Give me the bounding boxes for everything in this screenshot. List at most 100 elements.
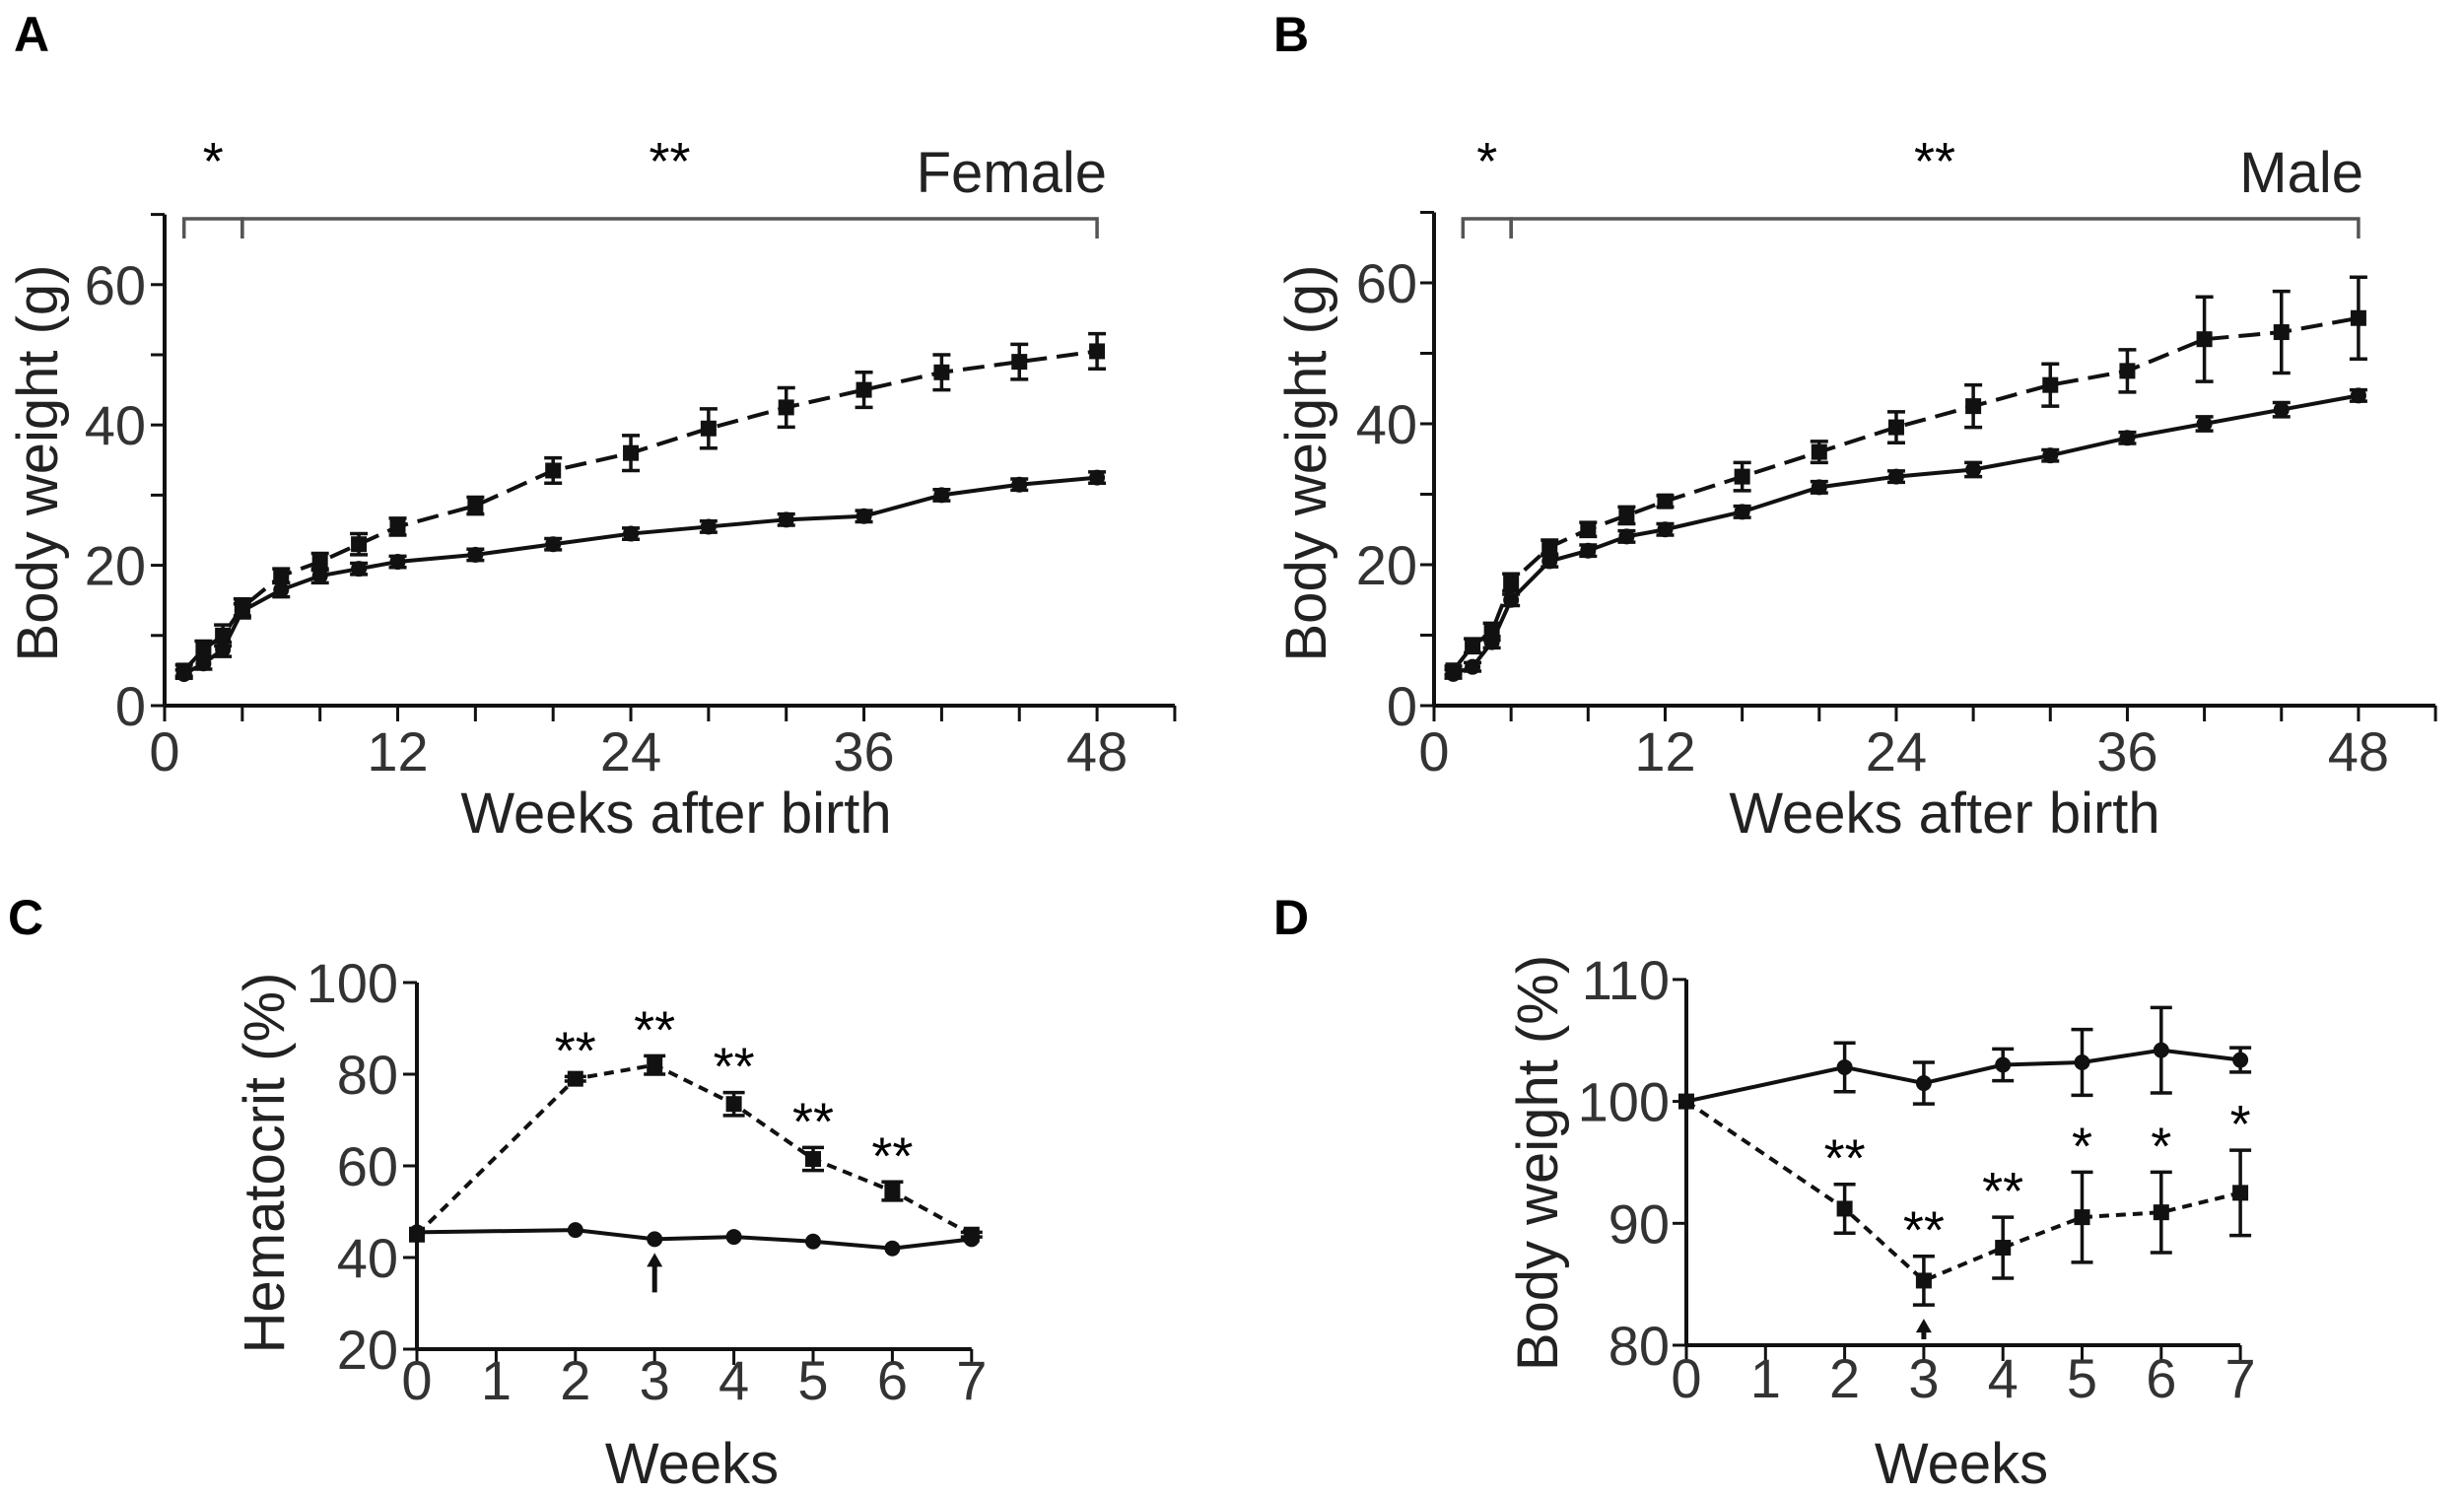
significance-marker: **: [1982, 1162, 2023, 1221]
data-point-square: [1678, 1093, 1694, 1110]
data-point-circle: [2350, 387, 2366, 404]
y-tick-label: 110: [1582, 949, 1670, 1011]
series-solid: [174, 469, 1107, 682]
x-tick-label: 3: [640, 1349, 670, 1411]
data-point-square: [1580, 521, 1597, 538]
data-point-circle: [2232, 1052, 2249, 1068]
data-point-square: [311, 554, 328, 571]
y-tick-label: 80: [1608, 1315, 1670, 1377]
data-point-square: [2350, 309, 2366, 326]
data-point-circle: [1089, 469, 1106, 486]
x-tick-label: 2: [560, 1349, 590, 1411]
y-tick-label: 60: [1356, 252, 1417, 314]
x-tick-label: 6: [877, 1349, 908, 1411]
data-point-square: [805, 1151, 821, 1168]
data-point-circle: [311, 568, 328, 584]
data-point-square: [725, 1096, 742, 1113]
panel-label: B: [1273, 7, 1309, 62]
y-tick-label: 90: [1608, 1192, 1670, 1255]
y-tick-label: 80: [337, 1044, 398, 1106]
y-tick-label: 100: [1578, 1071, 1670, 1133]
series-solid: [1444, 387, 2367, 682]
data-point-circle: [1445, 665, 1462, 682]
data-point-circle: [1811, 479, 1827, 496]
x-axis-title: Weeks after birth: [1729, 782, 2159, 846]
data-point-square: [351, 536, 368, 553]
significance-marker: **: [555, 1021, 596, 1080]
data-point-circle: [467, 546, 484, 563]
data-point-square: [1915, 1272, 1932, 1289]
data-point-circle: [409, 1224, 425, 1241]
x-tick-label: 0: [401, 1349, 432, 1411]
data-point-circle: [1887, 468, 1904, 485]
x-tick-label: 5: [797, 1349, 828, 1411]
sex-label: Female: [917, 141, 1107, 205]
series-dashed: [1678, 1093, 2252, 1307]
y-axis-title: Body weight (g): [6, 265, 70, 662]
data-point-circle: [2042, 447, 2059, 464]
panel-label: A: [14, 7, 49, 62]
data-point-square: [2232, 1185, 2249, 1201]
data-point-square: [2153, 1204, 2169, 1221]
y-tick-label: 20: [85, 535, 146, 597]
data-point-circle: [1618, 528, 1635, 545]
data-point-circle: [1965, 461, 1982, 478]
data-point-square: [1887, 419, 1904, 436]
data-point-circle: [1915, 1075, 1932, 1092]
significance-marker: **: [1903, 1201, 1945, 1260]
x-tick-label: 4: [1988, 1347, 2019, 1409]
data-point-circle: [2153, 1042, 2169, 1058]
x-tick-label: 36: [2096, 720, 2157, 782]
data-point-square: [467, 498, 484, 514]
y-tick-label: 40: [337, 1227, 398, 1289]
x-tick-label: 0: [149, 720, 179, 782]
data-point-circle: [2273, 401, 2290, 418]
data-point-circle: [1465, 658, 1481, 675]
y-tick-label: 0: [115, 675, 146, 737]
y-axis-title: Body weight (%): [1506, 955, 1570, 1371]
data-point-square: [884, 1183, 901, 1199]
data-point-square: [1657, 493, 1674, 510]
data-point-square: [2273, 324, 2290, 341]
significance-marker: **: [649, 132, 690, 191]
data-point-circle: [1503, 591, 1520, 608]
data-point-square: [700, 420, 717, 437]
significance-bracket: [1509, 217, 2361, 238]
data-point-circle: [1657, 521, 1674, 538]
series-dashed: [1444, 275, 2367, 679]
x-axis-title: Weeks: [1875, 1432, 2048, 1496]
x-tick-label: 12: [1634, 720, 1695, 782]
data-point-circle: [963, 1231, 980, 1248]
data-point-circle: [545, 536, 562, 553]
significance-marker: *: [2072, 1117, 2092, 1176]
data-point-circle: [1483, 634, 1500, 650]
x-tick-label: 36: [833, 720, 894, 782]
significance-marker: *: [1476, 132, 1497, 191]
significance-marker: **: [714, 1038, 755, 1097]
x-tick-label: 5: [2067, 1347, 2097, 1409]
significance-marker: *: [2151, 1117, 2171, 1176]
arrow-icon: [647, 1253, 663, 1267]
data-point-square: [2196, 331, 2213, 348]
x-tick-label: 6: [2146, 1347, 2176, 1409]
x-axis-title: Weeks: [605, 1432, 779, 1496]
data-point-circle: [195, 655, 212, 672]
data-point-square: [856, 381, 872, 398]
data-point-circle: [175, 665, 192, 682]
x-tick-label: 24: [600, 720, 661, 782]
data-point-circle: [2196, 416, 2213, 432]
x-tick-label: 1: [481, 1349, 512, 1411]
data-point-square: [1465, 638, 1481, 654]
panel-d: D 0 1 2 3 4 5 6 7 80 90 100 110 Weeks Body weight (%) *…: [1273, 890, 2256, 1496]
data-point-square: [389, 518, 406, 535]
data-point-square: [273, 568, 290, 584]
x-tick-label: 4: [719, 1349, 749, 1411]
y-tick-label: 60: [85, 254, 146, 316]
y-axis-title: Body weight (g): [1274, 265, 1338, 662]
data-point-circle: [1734, 504, 1750, 520]
significance-bracket: [240, 217, 1099, 238]
x-tick-label: 0: [1671, 1347, 1701, 1409]
data-point-square: [1089, 343, 1106, 360]
significance-marker: **: [792, 1092, 834, 1151]
